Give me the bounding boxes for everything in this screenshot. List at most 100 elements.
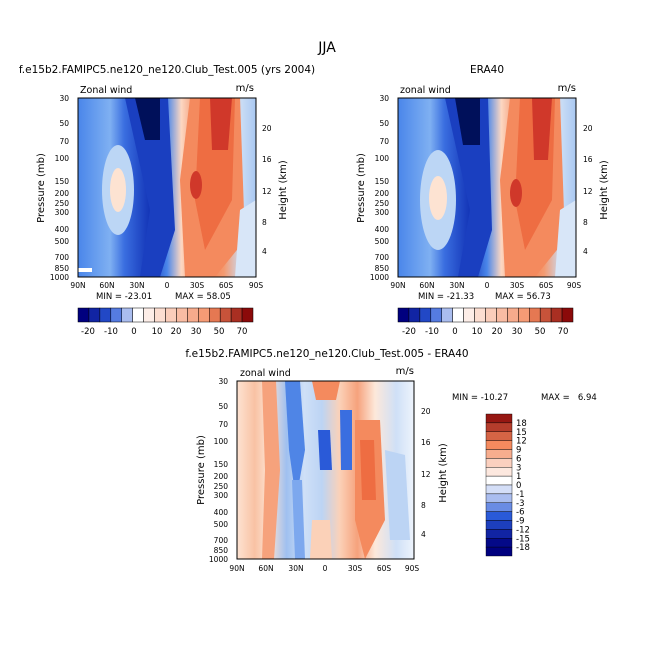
panel-model-x-axis: 90N 60N 30N 0 30S 60S 90S	[70, 281, 263, 290]
colorbar-swatch	[485, 413, 513, 424]
y2-tick-label: 16	[583, 155, 593, 164]
y-tick-label: 150	[375, 177, 390, 186]
colorbar-swatch	[485, 440, 513, 450]
panel-model-max: MAX = 58.05	[175, 292, 231, 302]
x-tick-label: 90S	[567, 281, 582, 290]
y-tick-label: 400	[214, 508, 229, 517]
colorbar-swatch	[485, 467, 513, 477]
y2-tick-label: 12	[262, 187, 272, 196]
panel-diff-colorbar	[485, 413, 513, 557]
colorbar-label: -20	[402, 327, 416, 337]
colorbar-label: 15	[516, 428, 527, 438]
colorbar-label: 50	[535, 327, 546, 337]
colorbar-swatch	[187, 307, 199, 323]
x-tick-label: 60N	[419, 281, 434, 290]
colorbar-swatch	[143, 307, 155, 323]
panel-model-y2-label: Height (km)	[278, 160, 289, 220]
panel-diff-contours	[237, 381, 414, 559]
y-tick-label: 300	[55, 208, 70, 217]
colorbar-swatch	[485, 520, 513, 530]
y-tick-label: 300	[375, 208, 390, 217]
y-tick-label: 200	[375, 189, 390, 198]
colorbar-swatch	[154, 307, 166, 323]
colorbar-label: 20	[492, 327, 503, 337]
y-tick-label: 500	[375, 237, 390, 246]
colorbar-label: 30	[191, 327, 202, 337]
panel-diff-y-label: Pressure (mb)	[196, 435, 207, 505]
panel-diff-min: MIN = -10.27	[452, 393, 508, 403]
y-tick-label: 150	[55, 177, 70, 186]
x-tick-label: 30S	[190, 281, 205, 290]
y-tick-label: 100	[214, 437, 229, 446]
y-tick-label: 500	[55, 237, 70, 246]
panel-obs-frame	[397, 97, 577, 278]
panel-obs-units: m/s	[558, 83, 576, 94]
y2-tick-label: 4	[583, 247, 588, 256]
panel-diff-x-axis: 90N 60N 30N 0 30S 60S 90S	[229, 564, 419, 573]
colorbar-swatch	[77, 307, 90, 323]
panel-diff-frame	[236, 380, 415, 560]
y2-tick-label: 12	[583, 187, 593, 196]
colorbar-label: 20	[171, 327, 182, 337]
colorbar-swatch	[463, 307, 475, 323]
panel-diff-units: m/s	[396, 366, 414, 377]
y2-tick-label: 4	[421, 530, 426, 539]
y-tick-label: 1000	[50, 273, 69, 282]
colorbar-swatch	[397, 307, 410, 323]
panel-model-colorbar	[77, 307, 254, 323]
y-tick-label: 150	[214, 460, 229, 469]
y2-tick-label: 8	[262, 218, 267, 227]
panel-obs: ERA40 zonal wind m/s 30 50 70 10 0 150 20…	[356, 64, 610, 337]
y2-tick-label: 12	[421, 470, 431, 479]
colorbar-label: -10	[104, 327, 118, 337]
colorbar-swatch	[485, 493, 513, 503]
colorbar-swatch	[176, 307, 188, 323]
colorbar-swatch	[121, 307, 133, 323]
colorbar-swatch	[165, 307, 177, 323]
colorbar-label: 10	[472, 327, 483, 337]
y-tick-label: 200	[214, 472, 229, 481]
colorbar-label: 18	[516, 419, 527, 429]
x-tick-label: 60N	[258, 564, 273, 573]
x-tick-label: 90N	[70, 281, 85, 290]
y-tick-label: 700	[375, 253, 390, 262]
panel-obs-field-label: zonal wind	[400, 85, 451, 96]
colorbar-swatch	[539, 307, 552, 323]
colorbar-swatch	[241, 307, 254, 323]
colorbar-swatch	[485, 538, 513, 548]
panel-model-y-label: Pressure (mb)	[36, 153, 47, 223]
panel-obs-title: ERA40	[470, 64, 504, 76]
colorbar-swatch	[561, 307, 574, 323]
colorbar-label: 70	[558, 327, 569, 337]
x-tick-label: 60N	[99, 281, 114, 290]
x-tick-label: 90N	[390, 281, 405, 290]
panel-model-contours	[78, 98, 256, 277]
panel-model-frame	[77, 97, 257, 278]
y-tick-label: 70	[59, 137, 69, 146]
panel-obs-y2-label: Height (km)	[599, 160, 610, 220]
y-tick-label: 30	[379, 94, 389, 103]
colorbar-swatch	[485, 458, 513, 468]
x-tick-label: 90N	[229, 564, 244, 573]
panel-obs-max: MAX = 56.73	[495, 292, 551, 302]
colorbar-swatch	[485, 431, 513, 441]
colorbar-swatch	[219, 307, 232, 323]
x-tick-label: 0	[165, 281, 170, 290]
colorbar-label: -20	[81, 327, 95, 337]
y-tick-label: 250	[55, 199, 70, 208]
y-tick-label: 1000	[209, 555, 228, 564]
panel-model-title: f.e15b2.FAMIPC5.ne120_ne120.Club_Test.00…	[19, 64, 315, 76]
colorbar-label: 0	[452, 327, 457, 337]
colorbar-swatch	[485, 449, 513, 459]
panel-obs-y2-axis: 20 16 12 8 4	[583, 124, 593, 256]
y2-tick-label: 4	[262, 247, 267, 256]
y-tick-label: 50	[379, 119, 389, 128]
y2-tick-label: 16	[421, 438, 431, 447]
y-tick-label: 400	[375, 225, 390, 234]
colorbar-swatch	[474, 307, 486, 323]
y2-tick-label: 20	[583, 124, 593, 133]
x-tick-label: 30N	[288, 564, 303, 573]
y-tick-label: 50	[59, 119, 69, 128]
colorbar-swatch	[99, 307, 112, 323]
